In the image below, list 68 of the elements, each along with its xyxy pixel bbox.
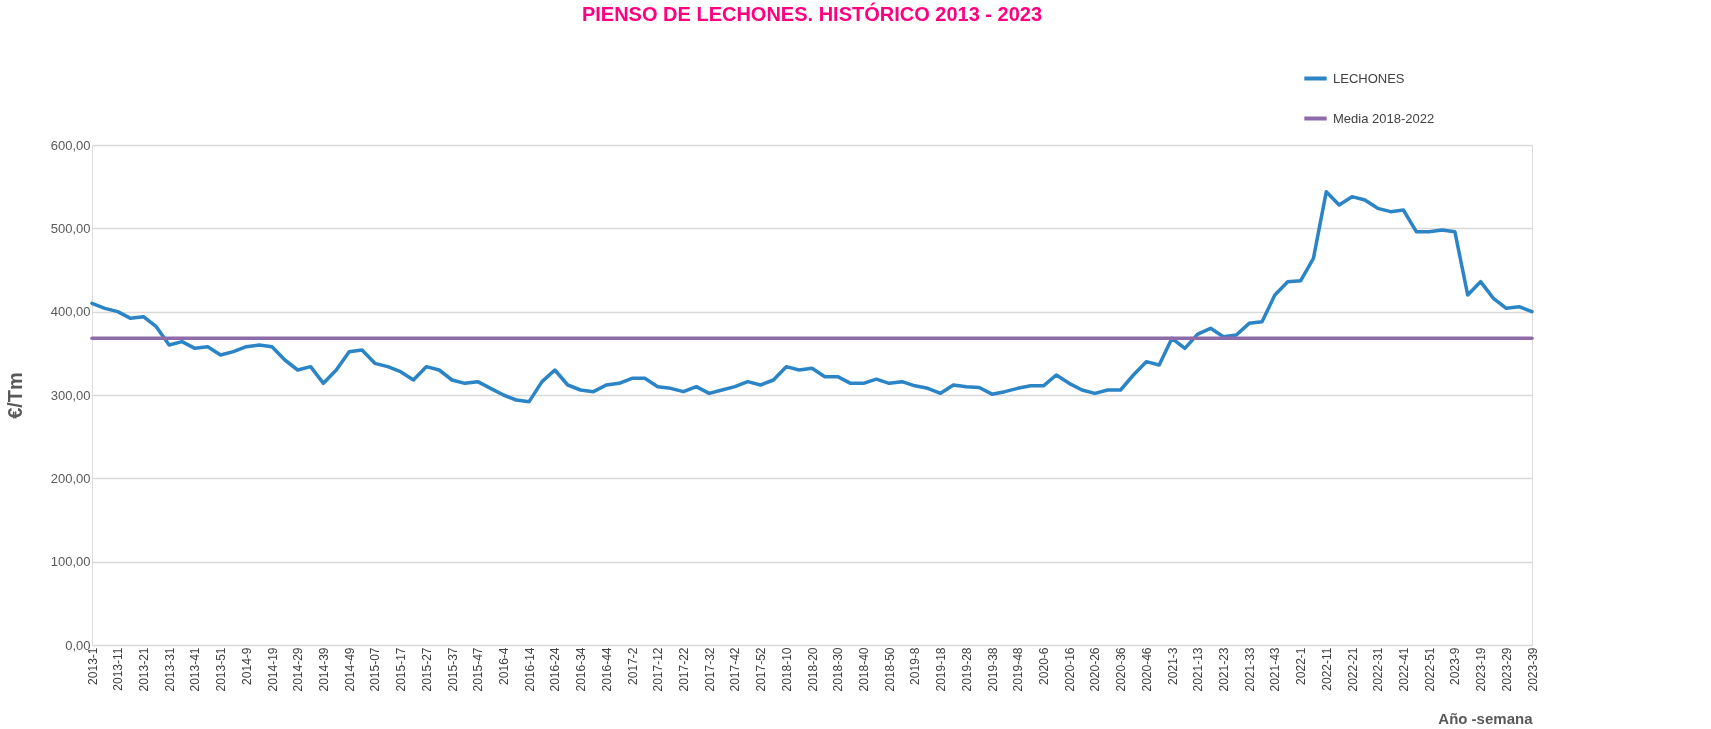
y-tick-label: 100,00 bbox=[50, 554, 91, 570]
y-tick-label: 500,00 bbox=[50, 220, 91, 236]
x-tick-label: 2013-31 bbox=[162, 647, 177, 692]
y-tick-label: 200,00 bbox=[50, 470, 91, 486]
x-tick-label: 2021-23 bbox=[1216, 647, 1231, 692]
y-axis-title: €/Tm bbox=[3, 372, 26, 419]
x-tick-label: 2022-31 bbox=[1371, 647, 1386, 692]
x-tick-label: 2018-20 bbox=[805, 647, 820, 692]
x-tick-label: 2014-19 bbox=[265, 647, 280, 692]
x-tick-label: 2014-39 bbox=[316, 647, 331, 692]
line-series bbox=[90, 189, 1534, 404]
x-tick-label: 2014-29 bbox=[291, 647, 306, 692]
x-tick-label: 2015-07 bbox=[368, 647, 383, 692]
x-tick-label: 2016-44 bbox=[599, 647, 614, 692]
x-tick-label: 2013-41 bbox=[188, 647, 203, 692]
x-tick-label: 2023-39 bbox=[1525, 647, 1540, 692]
x-tick-label: 2023-9 bbox=[1448, 647, 1463, 685]
x-tick-label: 2019-28 bbox=[959, 647, 974, 692]
x-tick-label: 2017-52 bbox=[754, 647, 769, 692]
x-tick-label: 2022-51 bbox=[1422, 647, 1437, 692]
x-tick-label: 2016-34 bbox=[574, 647, 589, 692]
x-tick-label: 2021-43 bbox=[1268, 647, 1283, 692]
x-tick-label: 2015-47 bbox=[471, 647, 486, 692]
x-tick-label: 2013-21 bbox=[136, 647, 151, 692]
y-tick-label: 300,00 bbox=[50, 387, 91, 403]
x-tick-label: 2023-19 bbox=[1474, 647, 1489, 692]
x-tick-label: 2017-32 bbox=[702, 647, 717, 692]
x-tick-label: 2017-2 bbox=[625, 647, 640, 685]
x-tick-label: 2013-11 bbox=[111, 647, 126, 691]
x-tick-label: 2014-9 bbox=[239, 647, 254, 685]
x-tick-label: 2020-46 bbox=[1139, 647, 1154, 692]
y-tick-label: 600,00 bbox=[50, 137, 91, 153]
x-tick-label: 2021-33 bbox=[1242, 647, 1257, 692]
x-tick-label: 2022-1 bbox=[1294, 647, 1309, 685]
x-tick-label: 2021-13 bbox=[1191, 647, 1206, 692]
legend-label: LECHONES bbox=[1333, 70, 1405, 86]
x-tick-label: 2016-24 bbox=[548, 647, 563, 692]
x-tick-label: 2015-27 bbox=[419, 647, 434, 692]
x-tick-label: 2022-21 bbox=[1345, 647, 1360, 692]
x-tick-label: 2018-50 bbox=[882, 647, 897, 692]
x-tick-label: 2016-14 bbox=[522, 647, 537, 692]
x-tick-label: 2019-18 bbox=[934, 647, 949, 692]
x-tick-label: 2021-3 bbox=[1165, 647, 1180, 685]
x-tick-label: 2020-36 bbox=[1114, 647, 1129, 692]
x-axis-title: Año -semana bbox=[1438, 709, 1534, 727]
x-tick-label: 2017-42 bbox=[728, 647, 743, 692]
x-tick-label: 2019-38 bbox=[985, 647, 1000, 692]
x-tick-label: 2018-10 bbox=[779, 647, 794, 692]
x-tick-label: 2020-26 bbox=[1088, 647, 1103, 692]
x-tick-label: 2015-37 bbox=[445, 647, 460, 692]
x-tick-label: 2020-16 bbox=[1062, 647, 1077, 692]
legend-label: Media 2018-2022 bbox=[1333, 110, 1435, 126]
x-tick-label: 2019-48 bbox=[1011, 647, 1026, 692]
x-tick-label: 2017-12 bbox=[651, 647, 666, 692]
x-tick-label: 2017-22 bbox=[676, 647, 691, 692]
x-tick-label: 2014-49 bbox=[342, 647, 357, 692]
x-tick-label: 2020-6 bbox=[1036, 647, 1051, 685]
x-tick-label: 2022-11 bbox=[1319, 647, 1334, 691]
x-tick-label: 2015-17 bbox=[394, 647, 409, 692]
chart-title: PIENSO DE LECHONES. HISTÓRICO 2013 - 2023 bbox=[581, 2, 1043, 25]
x-tick-label: 2013-51 bbox=[214, 647, 229, 692]
x-tick-label: 2023-29 bbox=[1499, 647, 1514, 692]
x-tick-label: 2016-4 bbox=[496, 647, 511, 685]
x-tick-label: 2018-30 bbox=[831, 647, 846, 692]
x-tick-label: 2019-8 bbox=[908, 647, 923, 685]
y-tick-label: 400,00 bbox=[50, 304, 91, 320]
x-tick-label: 2018-40 bbox=[856, 647, 871, 692]
x-tick-label: 2022-41 bbox=[1396, 647, 1411, 692]
